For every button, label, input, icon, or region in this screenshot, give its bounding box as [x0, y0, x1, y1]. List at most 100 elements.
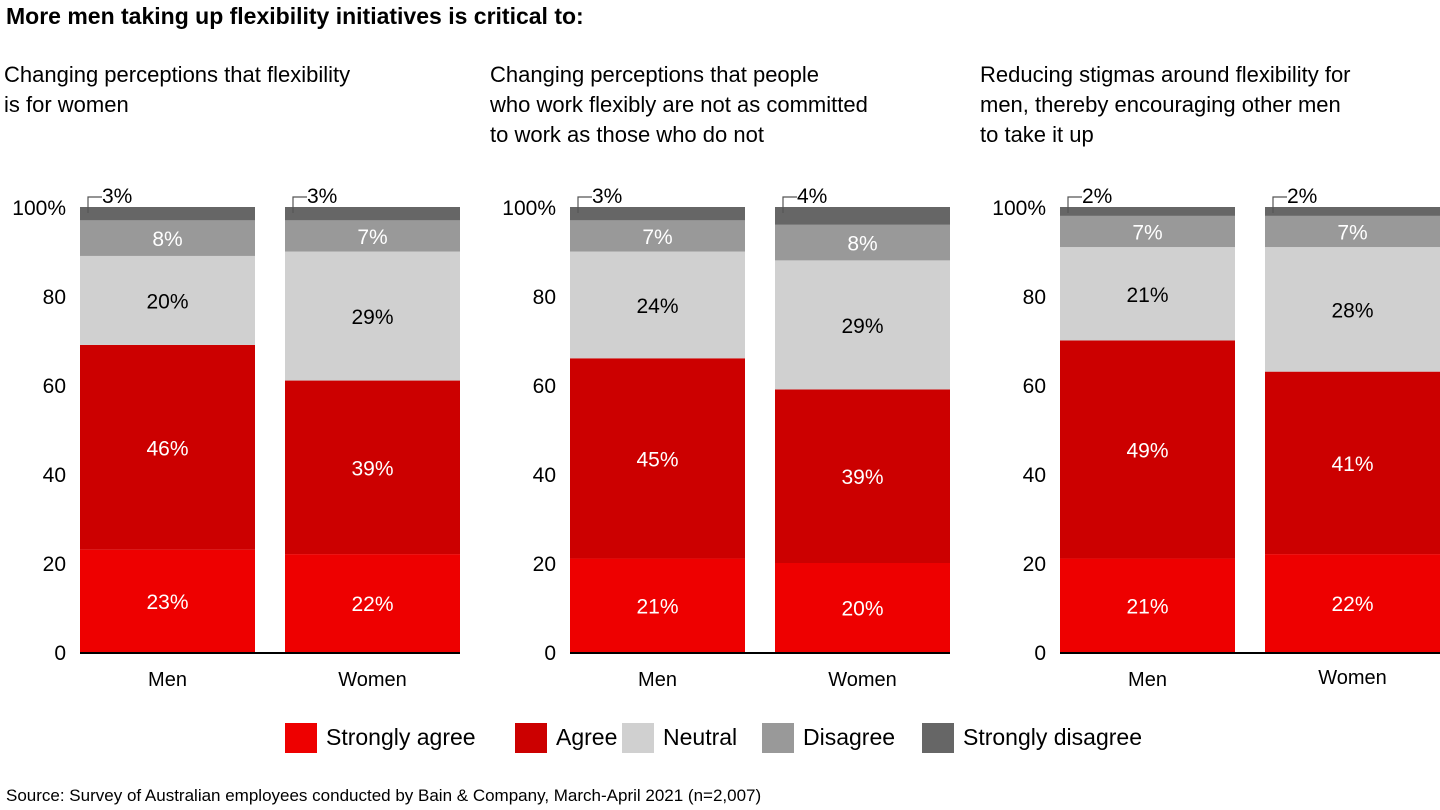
panel-1-bar-men-neutral [80, 255, 255, 345]
panel-2-ytick-2: 40 [533, 464, 556, 487]
panel-3-label-women-strongly-disagree: 2% [1287, 185, 1317, 208]
legend-label-strongly-disagree: Strongly disagree [963, 724, 1142, 750]
panel-1-label-women-strongly-disagree: 3% [307, 185, 337, 208]
panel-1-label-women-neutral: 29% [351, 306, 393, 329]
panel-1-category-women: Women [338, 669, 407, 691]
legend-label-strongly-agree: Strongly agree [326, 724, 476, 750]
panel-2-label-men-disagree: 7% [642, 226, 672, 249]
panel-3-bar-men-strongly-agree [1060, 558, 1235, 652]
panel-1-label-men-strongly-disagree: 3% [102, 185, 132, 208]
panel-3-label-women-disagree: 7% [1337, 221, 1367, 244]
panel-1-leader-men [87, 196, 102, 213]
panel-2-label-women-agree: 39% [841, 466, 883, 489]
panel-3-label-women-neutral: 28% [1331, 299, 1373, 322]
panel-3-bar-men-disagree [1060, 215, 1235, 248]
panel-3-bar-women-disagree [1265, 215, 1440, 248]
panel-1-subtitle: Changing perceptions that flexibility is… [4, 62, 351, 117]
panel-2-leader-men [577, 196, 592, 213]
panel-2-leader-women [782, 196, 797, 213]
panel-1-bar-men-strongly-disagree [80, 207, 255, 221]
panel-1-ytick-3: 60 [43, 375, 66, 398]
panel-1-bar-women-strongly-disagree [285, 207, 460, 221]
panel-1-category-men: Men [148, 669, 187, 691]
panel-2-label-men-strongly-disagree: 3% [592, 185, 622, 208]
panel-2-ytick-4: 80 [533, 286, 556, 309]
panel-1-label-men-neutral: 20% [146, 290, 188, 313]
legend-swatch-agree [515, 723, 547, 753]
panel-1-label-men-disagree: 8% [152, 228, 182, 251]
panel-3-bar-women-strongly-disagree [1265, 207, 1440, 216]
panel-3-ytick-3: 60 [1023, 375, 1046, 398]
panel-2-ytick-1: 20 [533, 553, 556, 576]
panel-3-label-men-strongly-agree: 21% [1126, 595, 1168, 618]
panel-2-label-women-disagree: 8% [847, 233, 877, 256]
panel-3-leader-men [1067, 196, 1082, 213]
panel-1-ytick-1: 20 [43, 553, 66, 576]
panel-2-ytick-5: 100% [502, 197, 556, 220]
panel-3-ytick-2: 40 [1023, 464, 1046, 487]
panel-3-bar-women-strongly-agree [1265, 554, 1440, 652]
panel-2-bar-women-strongly-agree [775, 563, 950, 652]
panel-1-label-men-strongly-agree: 23% [146, 591, 188, 614]
panel-2-ytick-3: 60 [533, 375, 556, 398]
panel-1-label-women-strongly-agree: 22% [351, 593, 393, 616]
panel-2-bar-men-agree [570, 358, 745, 559]
panel-3-ytick-0: 0 [1034, 642, 1046, 665]
panel-1-bar-women-neutral [285, 251, 460, 381]
panel-3-label-men-disagree: 7% [1132, 221, 1162, 244]
legend-swatch-disagree [762, 723, 794, 753]
panel-1-ytick-2: 40 [43, 464, 66, 487]
panel-1-leader-women [292, 196, 307, 213]
panel-2-bar-women-disagree [775, 224, 950, 261]
panel-3-ytick-4: 80 [1023, 286, 1046, 309]
panel-2-bar-men-strongly-disagree [570, 207, 745, 221]
panel-2-bar-women-neutral [775, 260, 950, 390]
panel-3-category-women: Women [1318, 667, 1387, 689]
panel-3-label-women-strongly-agree: 22% [1331, 593, 1373, 616]
panel-1-label-men-agree: 46% [146, 437, 188, 460]
panel-2-bar-women-strongly-disagree [775, 207, 950, 225]
legend-swatch-strongly-disagree [922, 723, 954, 753]
panel-2-label-men-neutral: 24% [636, 295, 678, 318]
panel-2-bar-women-agree [775, 389, 950, 563]
legend-swatch-neutral [622, 723, 654, 753]
panel-1-bar-women-agree [285, 380, 460, 555]
panel-2-bar-men-strongly-agree [570, 558, 745, 652]
panel-1-bar-women-strongly-agree [285, 554, 460, 652]
panel-2-label-women-strongly-agree: 20% [841, 598, 883, 621]
panel-2-category-women: Women [828, 669, 897, 691]
panel-3-label-men-strongly-disagree: 2% [1082, 185, 1112, 208]
panel-1-bar-men-agree [80, 344, 255, 550]
panel-1-label-women-disagree: 7% [357, 226, 387, 249]
panel-2-bar-men-neutral [570, 251, 745, 359]
panel-1-label-women-agree: 39% [351, 457, 393, 480]
source-note: Source: Survey of Australian employees c… [6, 786, 762, 805]
panel-1-ytick-0: 0 [54, 642, 66, 665]
panel-2-category-men: Men [638, 669, 677, 691]
panel-3-category-men: Men [1128, 669, 1167, 691]
panel-2-label-men-agree: 45% [636, 448, 678, 471]
panel-2-subtitle: Changing perceptions that people who wor… [490, 62, 868, 147]
panel-3-bar-men-agree [1060, 340, 1235, 559]
panel-2-label-women-neutral: 29% [841, 315, 883, 338]
panel-3-bar-women-neutral [1265, 247, 1440, 372]
panel-1-ytick-5: 100% [12, 197, 66, 220]
panel-1-bar-women-disagree [285, 220, 460, 252]
panel-3-leader-women [1272, 196, 1287, 213]
panel-3-subtitle: Reducing stigmas around flexibility for … [980, 62, 1351, 147]
panel-2-ytick-0: 0 [544, 642, 556, 665]
stacked-bar-charts: 0 20 40 60 80 100% 23% 46% 20% 8% 3% Men 22% 39% 29% 7%… [12, 185, 1440, 753]
panel-3-label-men-neutral: 21% [1126, 284, 1168, 307]
chart-title: More men taking up flexibility initiativ… [6, 3, 584, 29]
legend-label-disagree: Disagree [803, 724, 895, 750]
panel-3-ytick-5: 100% [992, 197, 1046, 220]
panel-3-bar-men-neutral [1060, 247, 1235, 341]
panel-1-bar-men-disagree [80, 220, 255, 256]
panel-3-bar-men-strongly-disagree [1060, 207, 1235, 216]
legend-label-agree: Agree [556, 724, 617, 750]
panel-3-ytick-1: 20 [1023, 553, 1046, 576]
panel-2-label-women-strongly-disagree: 4% [797, 185, 827, 208]
panel-3-label-women-agree: 41% [1331, 453, 1373, 476]
legend-swatch-strongly-agree [285, 723, 317, 753]
legend-label-neutral: Neutral [663, 724, 737, 750]
